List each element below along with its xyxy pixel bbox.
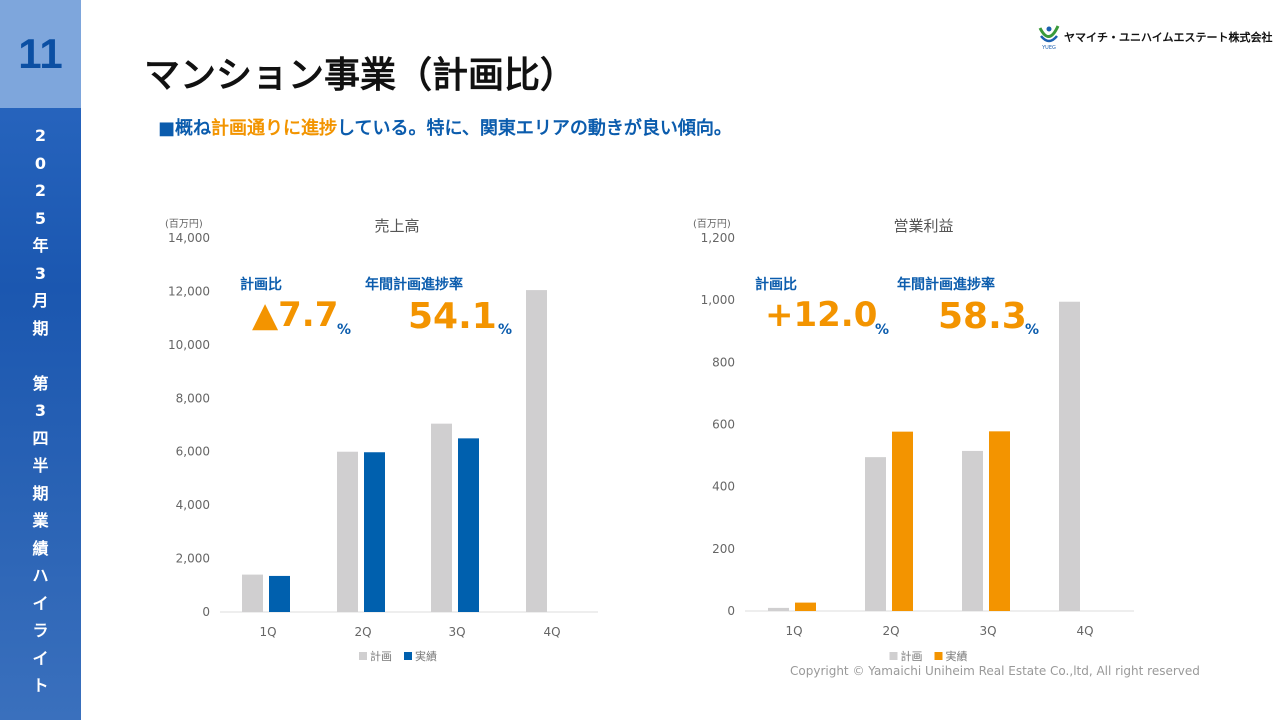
bar-plan [526, 290, 547, 612]
bar-actual [458, 438, 479, 612]
sales-chart: (百万円) 売上高 0 2,000 4,000 6,000 8,000 10,000 12,00… [165, 217, 598, 663]
progress-label: 年間計画進捗率 [897, 276, 995, 293]
sidebar-char: 四 [32, 428, 49, 448]
bar-actual [269, 575, 290, 612]
ratio-percent: % [337, 322, 351, 338]
y-tick-label: 8,000 [176, 391, 210, 405]
sidebar-char [0, 342, 81, 370]
progress-percent: % [498, 322, 512, 338]
y-tick-label: 0 [727, 604, 735, 618]
unit-label: (百万円) [165, 218, 203, 230]
unit-label: (百万円) [693, 218, 731, 230]
legend-label-actual: 実績 [946, 649, 968, 663]
company-name: ヤマイチ・ユニハイムエステート株式会社 [1064, 31, 1273, 44]
y-tick-label: 12,000 [168, 284, 210, 298]
bar-plan [431, 423, 452, 612]
subtitle-highlight: 計画通りに進捗 [211, 118, 338, 139]
progress-label: 年間計画進捗率 [365, 276, 463, 293]
svg-text:YUEG: YUEG [1041, 45, 1056, 50]
logo-mark-icon: YUEG [1038, 25, 1060, 50]
legend-swatch-plan [359, 652, 367, 660]
bar-actual [989, 431, 1010, 611]
y-tick-label: 0 [202, 605, 210, 619]
bar-plan [1059, 301, 1080, 611]
company-logo: YUEG ヤマイチ・ユニハイムエステート株式会社 [1038, 24, 1273, 50]
sidebar-char: イ [32, 648, 49, 668]
legend-label-plan: 計画 [901, 649, 923, 663]
y-tick-label: 800 [712, 355, 735, 369]
x-tick-label: 1Q [259, 625, 276, 639]
sidebar-char: 月 [32, 291, 49, 310]
sidebar-char: 5 [34, 208, 47, 228]
sidebar-char: 業 [32, 511, 49, 530]
bar-plan [865, 457, 886, 611]
sidebar-char: 期 [32, 483, 49, 503]
sidebar-char: 年 [32, 236, 49, 255]
page-number: 11 [0, 0, 81, 108]
chart-title: 営業利益 [893, 217, 953, 235]
sidebar-char: 績 [32, 538, 49, 558]
subtitle: ■概ね計画通りに進捗している。特に、関東エリアの動きが良い傾向。 [158, 114, 732, 140]
y-tick-label: 400 [712, 480, 735, 494]
bar-actual [364, 452, 385, 612]
ratio-value: +12.0 [765, 295, 877, 335]
y-tick-label: 14,000 [168, 231, 210, 245]
sidebar-char: 3 [34, 263, 47, 283]
progress-percent: % [1025, 322, 1039, 338]
sidebar-char: 2 [34, 126, 47, 145]
sidebar-char: ラ [32, 621, 49, 640]
subtitle-prefix: ■概ね [158, 118, 212, 139]
legend-label-plan: 計画 [370, 649, 392, 663]
x-tick-label: 2Q [882, 624, 899, 638]
legend-swatch-actual [934, 652, 943, 660]
x-tick-label: 1Q [785, 624, 802, 638]
sidebar-char: 0 [34, 153, 47, 173]
operating-profit-chart: (百万円) 営業利益 0 200 400 600 800 1,000 1,200 1Q 2Q 3Q 4Q… [693, 217, 1134, 663]
subtitle-suffix: している。特に、関東エリアの動きが良い傾向。 [337, 118, 732, 139]
chart-title: 売上高 [374, 217, 419, 235]
bar-plan [962, 450, 983, 611]
y-tick-label: 1,000 [701, 293, 735, 307]
bar-actual [892, 431, 913, 611]
y-tick-label: 10,000 [168, 338, 210, 352]
y-tick-label: 4,000 [176, 498, 210, 512]
sidebar-char: ト [32, 676, 49, 695]
sidebar-char: 2 [34, 181, 47, 200]
x-tick-label: 4Q [543, 625, 560, 639]
x-tick-label: 2Q [354, 625, 371, 639]
sidebar-char: 期 [32, 318, 49, 338]
legend-label-actual: 実績 [415, 649, 437, 663]
y-tick-label: 6,000 [176, 445, 210, 459]
x-tick-label: 3Q [448, 625, 465, 639]
bar-actual [795, 602, 816, 611]
sidebar-char: 半 [32, 456, 49, 475]
bar-plan [768, 607, 789, 611]
y-tick-label: 1,200 [701, 231, 735, 245]
bar-plan [337, 451, 358, 612]
copyright: Copyright © Yamaichi Uniheim Real Estate… [790, 664, 1200, 678]
ratio-label: 計画比 [755, 276, 797, 293]
x-tick-label: 4Q [1076, 624, 1093, 638]
sidebar-char: 第 [32, 373, 49, 393]
ratio-label: 計画比 [240, 276, 282, 293]
legend-swatch-actual [404, 652, 412, 660]
legend-swatch-plan [889, 652, 898, 660]
sidebar-char: 3 [34, 401, 47, 420]
y-tick-label: 600 [712, 418, 735, 432]
sidebar-char: イ [32, 593, 49, 613]
y-tick-label: 2,000 [176, 552, 210, 566]
y-tick-label: 200 [712, 542, 735, 556]
page-title: マンション事業（計画比） [144, 55, 577, 96]
progress-value: 58.3 [938, 296, 1027, 337]
x-tick-label: 3Q [979, 624, 996, 638]
ratio-value: ▲7.7 [252, 295, 338, 335]
ratio-percent: % [875, 322, 889, 338]
sidebar-char: ハ [32, 566, 49, 585]
progress-value: 54.1 [408, 296, 497, 337]
bar-plan [242, 574, 263, 612]
